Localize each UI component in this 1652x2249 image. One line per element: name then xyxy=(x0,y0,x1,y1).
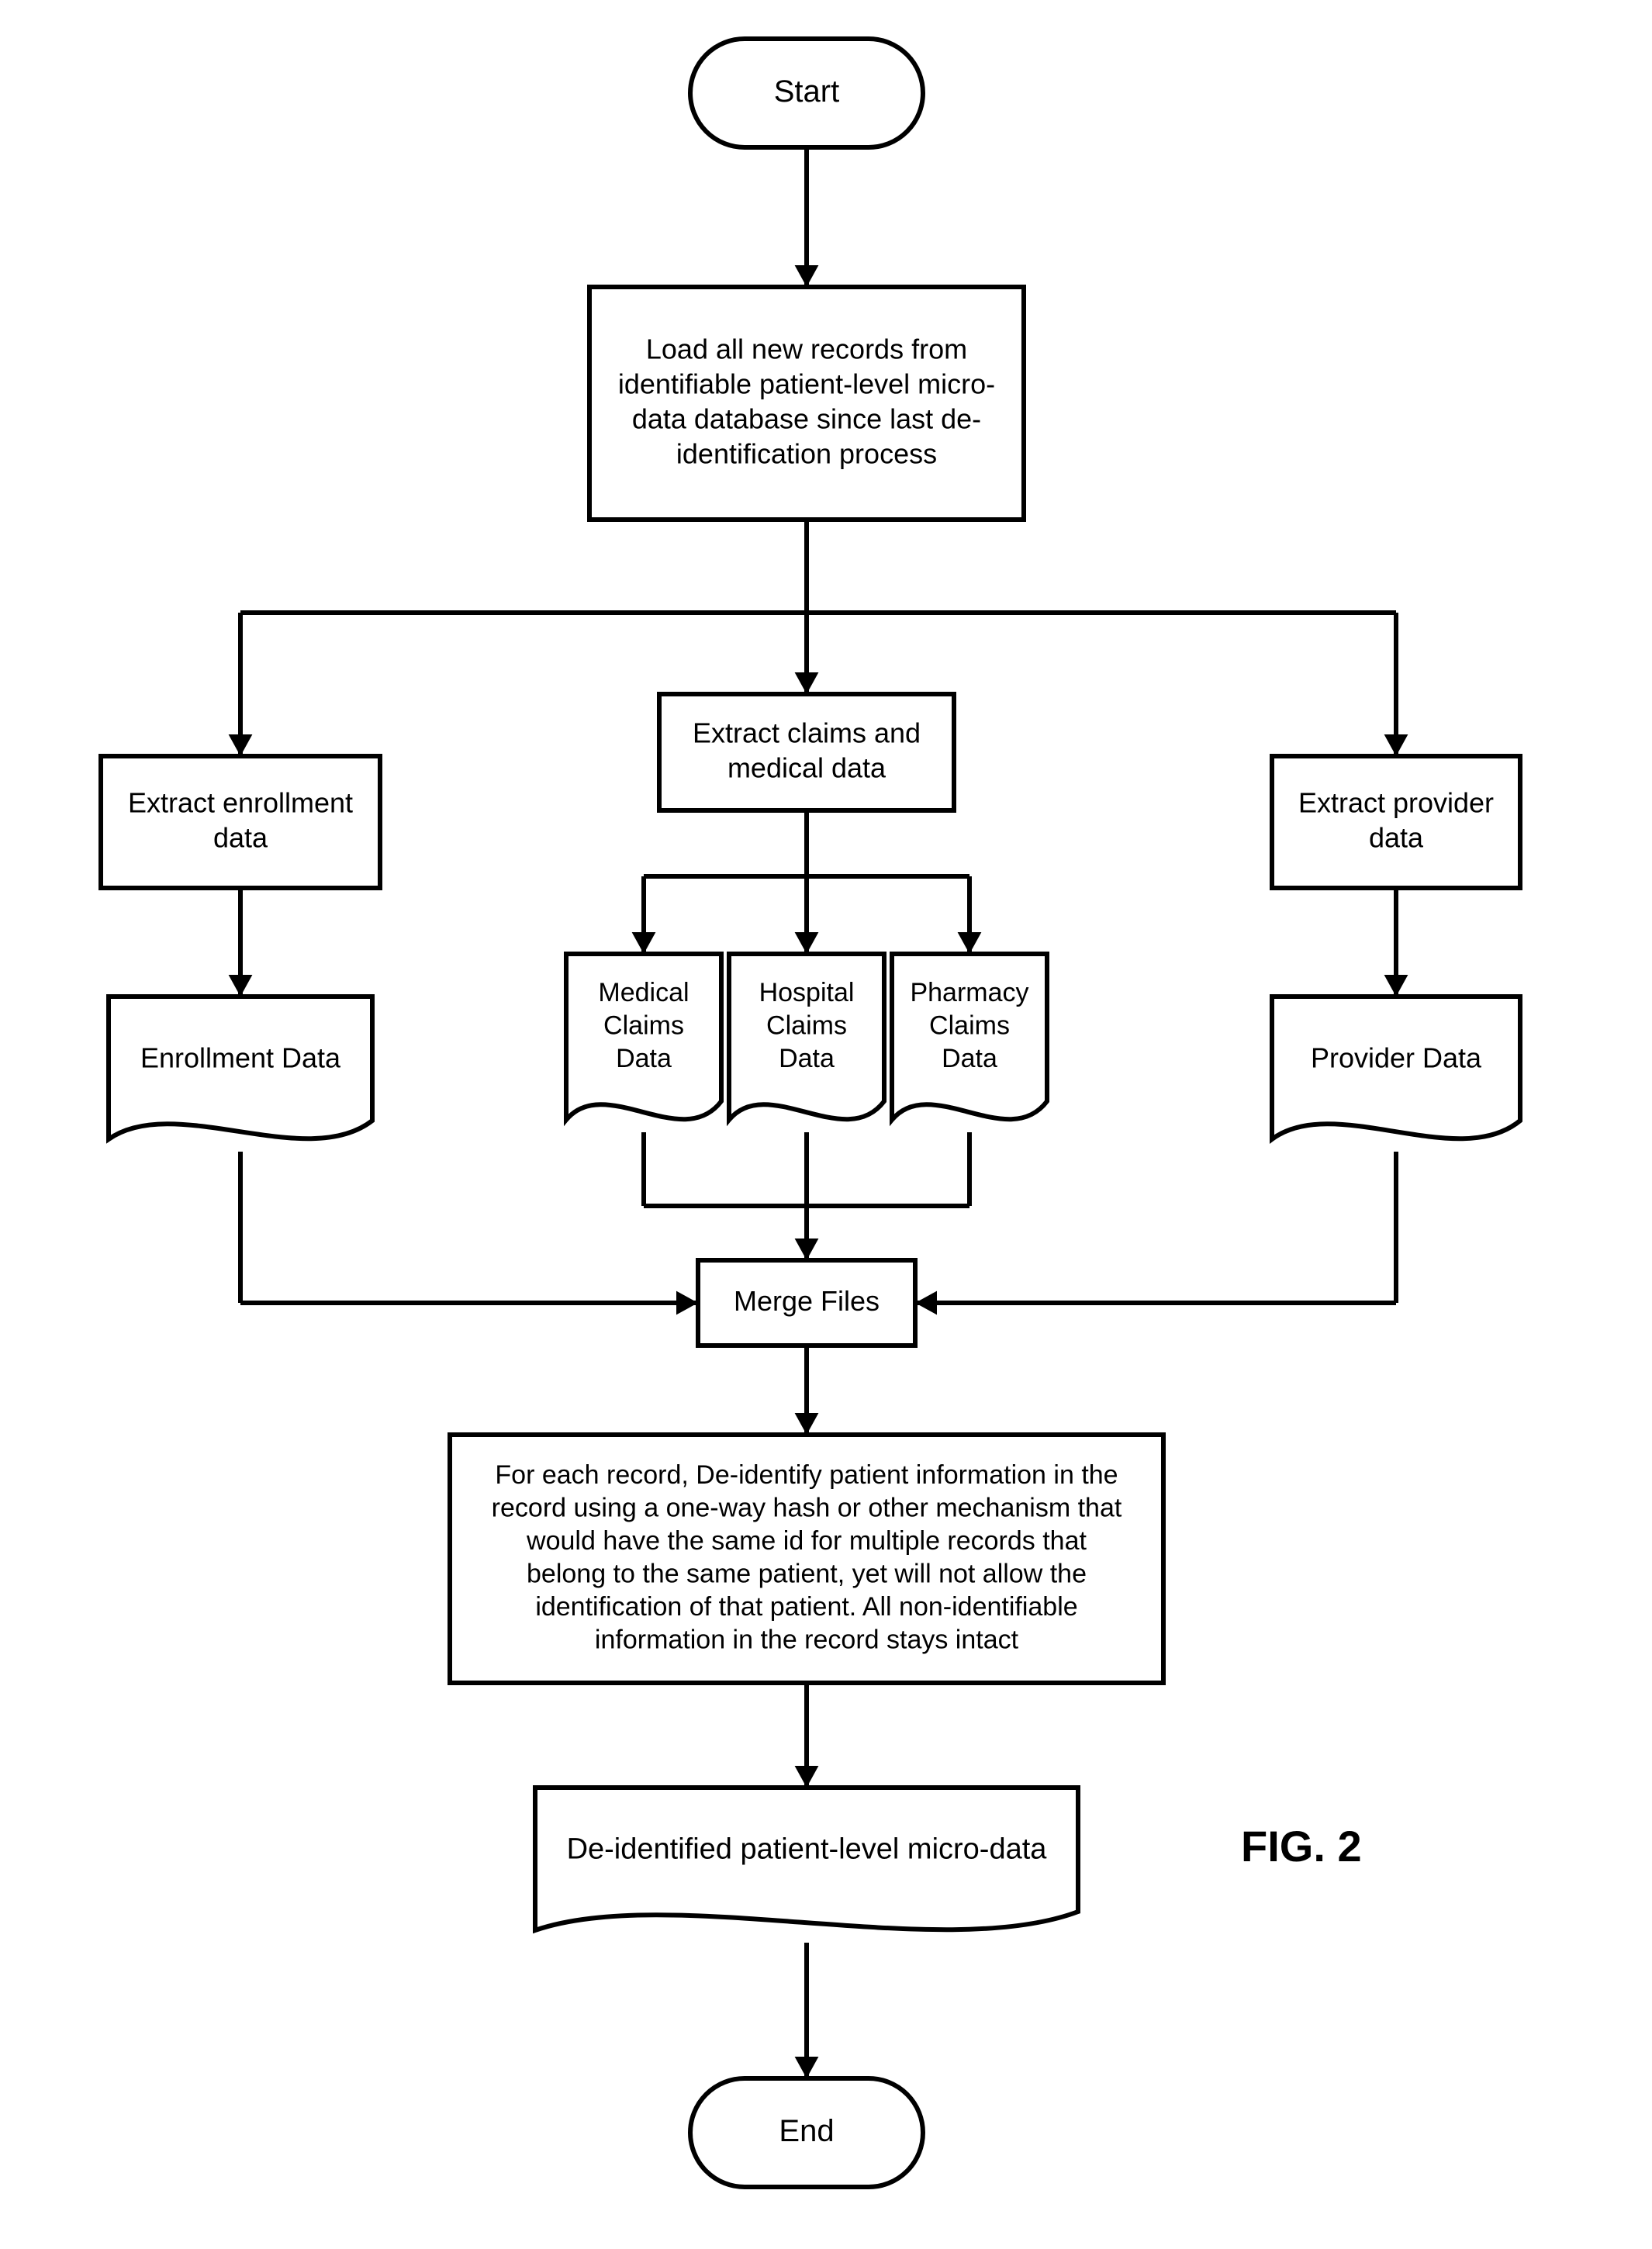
svg-text:Provider Data: Provider Data xyxy=(1311,1042,1482,1073)
node-pharmDoc: PharmacyClaimsData xyxy=(892,954,1047,1120)
node-medDoc: MedicalClaimsData xyxy=(566,954,721,1120)
node-deid: For each record, De-identify patient inf… xyxy=(450,1435,1163,1683)
node-enrollDoc: Enrollment Data xyxy=(109,997,372,1139)
svg-text:Merge Files: Merge Files xyxy=(734,1285,880,1317)
figure-label: FIG. 2 xyxy=(1241,1822,1362,1871)
node-extEnroll: Extract enrollmentdata xyxy=(101,756,380,888)
svg-text:Enrollment Data: Enrollment Data xyxy=(140,1042,341,1073)
node-merge: Merge Files xyxy=(698,1260,915,1346)
flowchart-canvas: Start Load all new records fromidentifiab… xyxy=(0,0,1652,2249)
node-extClaims: Extract claims andmedical data xyxy=(659,694,954,810)
node-provDoc: Provider Data xyxy=(1272,997,1520,1139)
node-extProv: Extract providerdata xyxy=(1272,756,1520,888)
flowchart-svg: Start Load all new records fromidentifiab… xyxy=(0,0,1652,2249)
node-deidDoc: De-identified patient-level micro-data xyxy=(535,1788,1078,1930)
svg-text:Start: Start xyxy=(774,74,839,109)
node-load: Load all new records fromidentifiable pa… xyxy=(589,287,1024,520)
svg-text:End: End xyxy=(779,2114,834,2148)
svg-text:De-identified patient-level mi: De-identified patient-level micro-data xyxy=(567,1833,1048,1866)
node-hospDoc: HospitalClaimsData xyxy=(729,954,884,1120)
node-end: End xyxy=(690,2078,923,2187)
node-start: Start xyxy=(690,39,923,147)
